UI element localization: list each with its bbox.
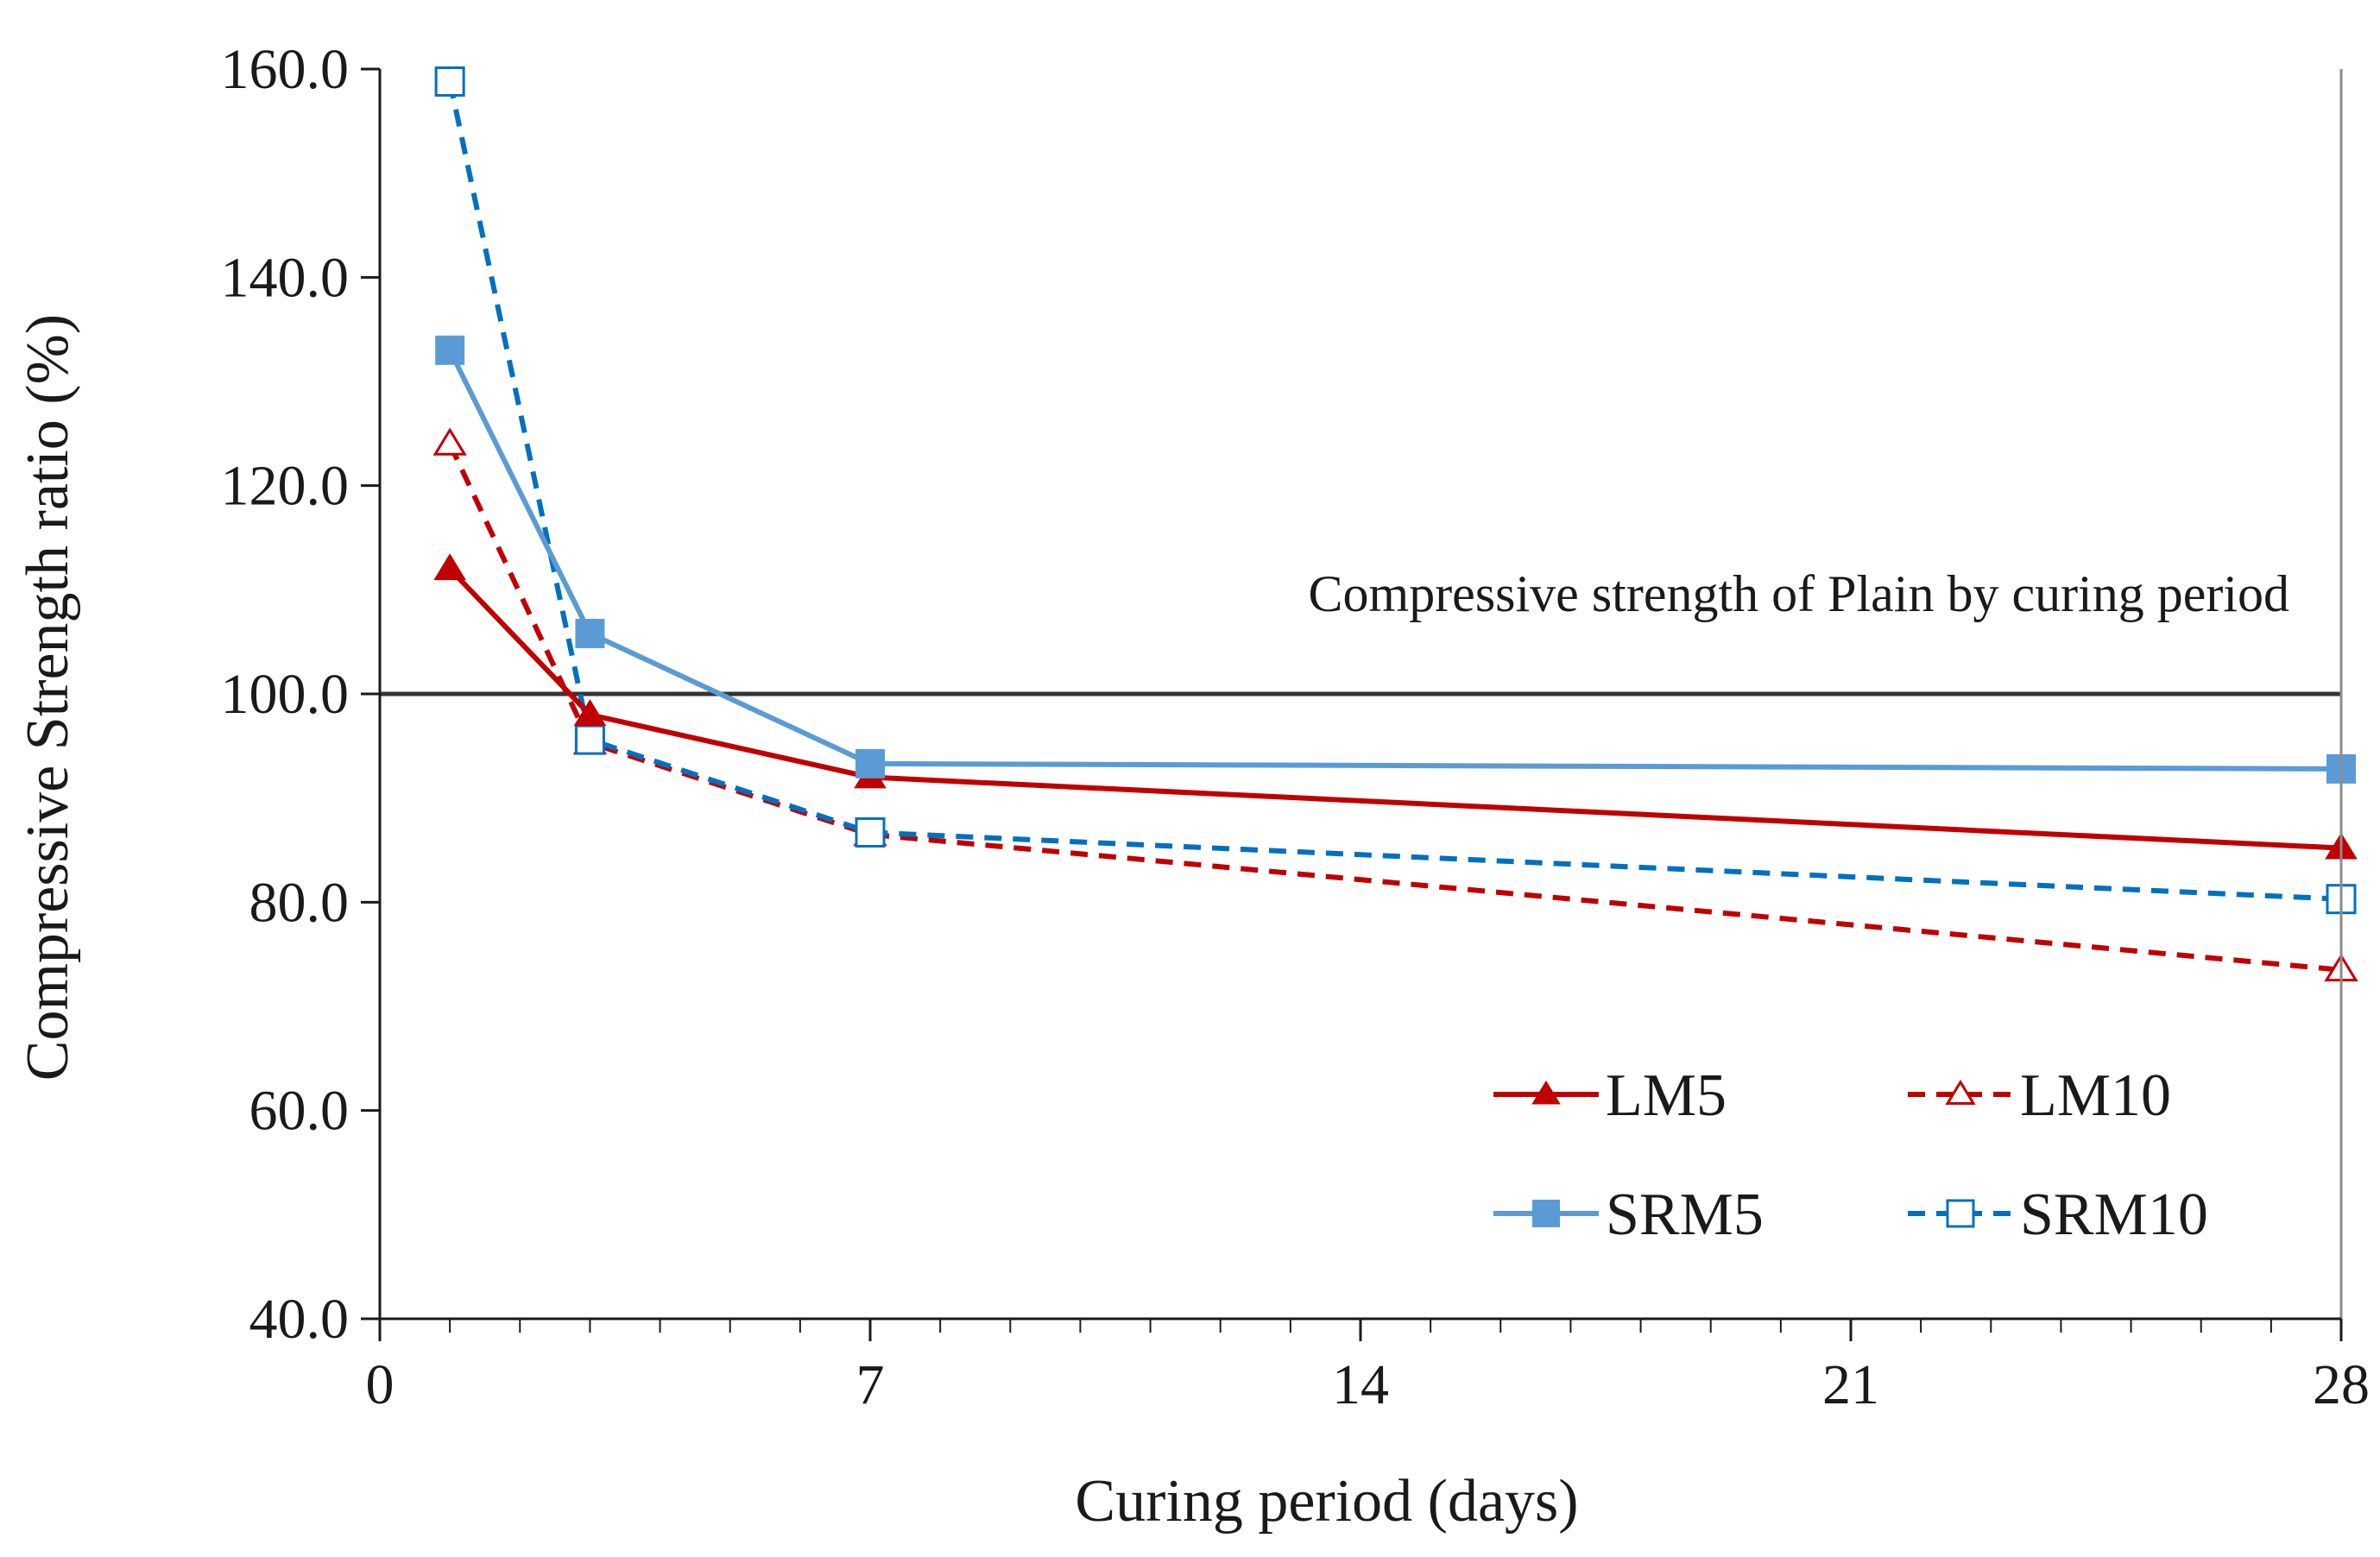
reference-annotation: Compressive strength of Plain by curing …	[1309, 565, 2289, 622]
square-marker	[1532, 1200, 1560, 1227]
y-axis-title: Compressive Strength ratio (%)	[15, 314, 81, 1081]
open-square-marker	[1946, 1199, 1975, 1228]
legend-label: LM5	[1606, 1062, 1727, 1129]
open-triangle-marker	[1945, 1079, 1976, 1105]
series-line-lm5	[447, 567, 2342, 851]
y-tick-label: 120.0	[221, 455, 350, 518]
open-square-marker	[574, 724, 605, 755]
legend-label: SRM10	[2020, 1182, 2208, 1248]
triangle-marker	[1531, 1080, 1561, 1105]
y-tick-label: 80.0	[249, 871, 350, 934]
y-tick-label: 160.0	[221, 38, 350, 101]
y-tick-label: 100.0	[221, 663, 350, 726]
open-square-marker	[855, 816, 886, 848]
x-tick-label: 7	[856, 1353, 885, 1416]
x-tick-label: 0	[366, 1353, 395, 1416]
legend-item-lm10: LM10	[1908, 1062, 2171, 1129]
series-group	[432, 66, 2358, 982]
y-tick-label: 140.0	[221, 246, 350, 309]
reference-line-group: Compressive strength of Plain by curing …	[380, 565, 2341, 697]
x-tick-label: 28	[2313, 1353, 2370, 1416]
axes-group	[361, 67, 2343, 1341]
x-tick-label: 21	[1822, 1353, 1879, 1416]
series-line-srm5	[447, 349, 2342, 772]
square-marker	[575, 619, 605, 649]
square-marker	[855, 748, 885, 778]
open-triangle-marker	[432, 427, 467, 456]
series-srm5	[435, 335, 2356, 784]
triangle-marker	[433, 553, 466, 581]
square-marker	[435, 335, 465, 365]
legend-item-lm5: LM5	[1493, 1062, 1727, 1129]
x-tick-label: 14	[1332, 1353, 1389, 1416]
x-axis-title: Curing period (days)	[1075, 1468, 1578, 1535]
legend-item-srm5: SRM5	[1493, 1182, 1764, 1248]
y-tick-label: 60.0	[249, 1080, 350, 1143]
legend-label: SRM5	[1606, 1182, 1764, 1248]
legend-label: LM10	[2020, 1062, 2171, 1129]
tick-labels-group: 40.0 60.0 80.0 100.0 120.0 140.0 160.0 0 7 14 21 28	[221, 38, 2371, 1416]
legend: LM5 LM10 SRM5 SRM10	[1493, 1062, 2208, 1248]
y-tick-label: 40.0	[249, 1288, 350, 1351]
legend-item-srm10: SRM10	[1908, 1182, 2208, 1248]
open-square-marker	[434, 66, 465, 97]
triangle-marker	[573, 699, 607, 727]
